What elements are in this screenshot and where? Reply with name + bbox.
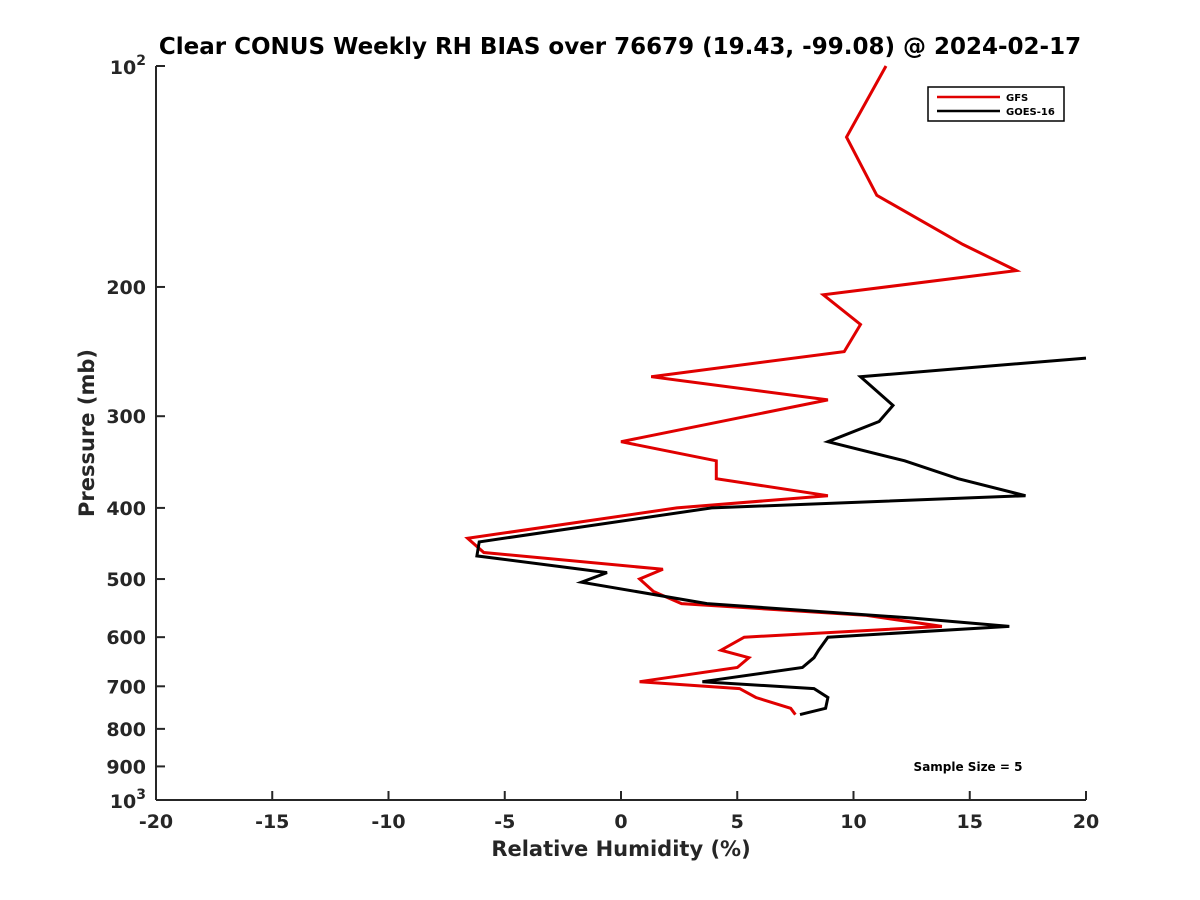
y-axis-label: Pressure (mb): [75, 349, 99, 517]
legend: GFS GOES-16: [927, 86, 1065, 122]
series-line-goes16: [475, 356, 1087, 717]
y-tick-label: 500: [106, 569, 146, 591]
x-tick-label: -10: [371, 811, 405, 833]
x-axis-label: Relative Humidity (%): [491, 837, 750, 861]
series-line-gfs: [464, 65, 1022, 716]
plot-area: [464, 65, 1087, 717]
sample-size-note: Sample Size = 5: [914, 760, 1023, 774]
x-tick-label: -20: [139, 811, 173, 833]
legend-box: [927, 86, 1065, 122]
y-tick-exponent: 3: [136, 787, 146, 803]
y-tick-exponent: 2: [136, 53, 146, 69]
y-tick-label: 900: [106, 756, 146, 778]
x-tick-label: 5: [731, 811, 744, 833]
y-tick-label: 102: [110, 53, 146, 79]
x-tick-label: -15: [255, 811, 289, 833]
y-tick-label: 700: [106, 676, 146, 698]
y-tick-label: 300: [106, 406, 146, 428]
x-axis: -20 -15 -10 -5 0 5 10 15 20: [139, 791, 1099, 833]
chart-title: Clear CONUS Weekly RH BIAS over 76679 (1…: [159, 34, 1081, 60]
legend-label-goes16: GOES-16: [1006, 107, 1055, 118]
y-tick-label: 200: [106, 277, 146, 299]
x-tick-label: 15: [957, 811, 983, 833]
x-tick-label: -5: [494, 811, 515, 833]
y-tick-label: 103: [110, 787, 146, 813]
x-tick-label: 10: [840, 811, 866, 833]
y-tick-label: 600: [106, 627, 146, 649]
y-tick-base: 10: [110, 57, 136, 79]
y-tick-base: 10: [110, 791, 136, 813]
x-tick-label: 0: [614, 811, 627, 833]
legend-label-gfs: GFS: [1006, 93, 1028, 104]
y-tick-label: 800: [106, 719, 146, 741]
x-tick-label: 20: [1073, 811, 1099, 833]
y-tick-label: 400: [106, 498, 146, 520]
